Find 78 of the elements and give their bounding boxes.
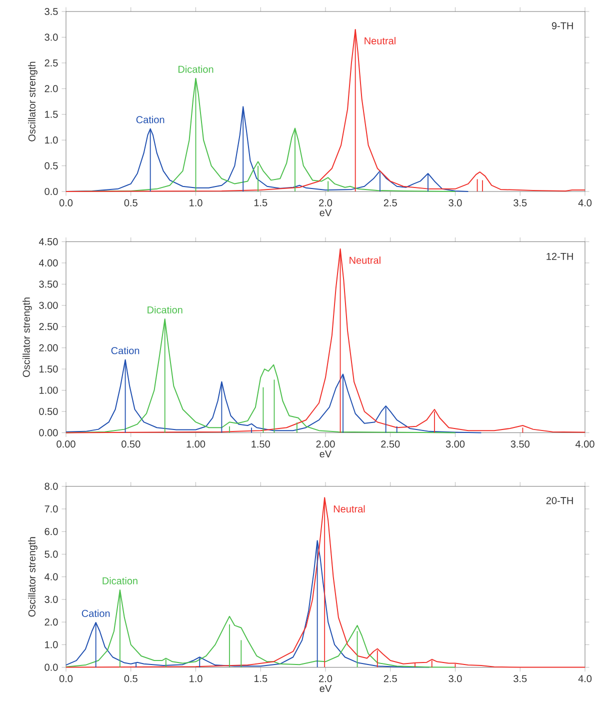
y-tick-label: 1.0 — [45, 136, 58, 144]
y-tick-label: 3.0 — [44, 34, 58, 41]
x-tick-label: 2.5 — [384, 675, 397, 682]
x-axis-title: eV — [320, 685, 332, 692]
x-tick-label: 1.50 — [252, 440, 270, 448]
y-tick-label: 8.0 — [44, 482, 58, 490]
x-tick-label: 2.00 — [316, 440, 335, 448]
series-label: Dication — [178, 65, 214, 73]
y-tick-label: 4.0 — [44, 573, 58, 580]
x-tick-label: 4.00 — [576, 440, 594, 448]
y-tick-label: 1.00 — [40, 386, 58, 394]
x-tick-label: 1.5 — [254, 199, 268, 206]
line-series — [66, 540, 430, 668]
x-tick-label: 1.00 — [186, 440, 206, 448]
line-series — [66, 359, 482, 434]
y-tick-label: 3.0 — [44, 596, 58, 603]
x-tick-label: 3.5 — [514, 199, 527, 206]
x-tick-label: 1.0 — [190, 675, 202, 682]
x-tick-label: 3.0 — [448, 199, 462, 206]
y-axis-title: Oscillator strength — [28, 537, 38, 617]
x-tick-label: 3.50 — [510, 440, 530, 448]
x-tick-label: 0.0 — [59, 199, 73, 206]
series-label: Dication — [148, 306, 182, 314]
x-tick-label: 2.0 — [319, 675, 332, 682]
x-tick-label: 2.50 — [381, 440, 400, 448]
annotation: 9-TH — [552, 22, 573, 30]
series-label: Cation — [82, 610, 110, 617]
series-label: Cation — [136, 116, 164, 124]
y-tick-label: 4.00 — [38, 259, 58, 266]
y-tick-label: 2.0 — [44, 85, 58, 92]
y-tick-label: 5.0 — [44, 550, 58, 558]
x-tick-label: 0.00 — [56, 440, 76, 448]
x-tick-label: 0.50 — [122, 440, 140, 448]
y-axis-title: Oscillator strength — [22, 298, 32, 378]
x-tick-label: 3.00 — [446, 440, 465, 448]
x-tick-label: 0.5 — [124, 675, 138, 682]
y-tick-label: 1.50 — [40, 366, 58, 373]
y-tick-label: 6.0 — [44, 528, 58, 536]
line-series — [66, 497, 586, 668]
y-tick-label: 0.0 — [44, 188, 58, 196]
x-tick-label: 3.5 — [514, 675, 527, 682]
series-label: Neutral — [334, 505, 365, 512]
series-label: Cation — [111, 346, 140, 354]
x-tick-label: 4.0 — [578, 675, 592, 682]
y-axis-title: Oscillator strength — [28, 62, 38, 142]
x-tick-label: 0.5 — [124, 199, 138, 206]
line-series — [66, 29, 586, 192]
x-axis-title: eV — [320, 450, 332, 458]
y-tick-label: 4.50 — [38, 238, 58, 246]
line-series — [66, 589, 456, 668]
y-tick-label: 2.50 — [39, 323, 58, 330]
y-tick-label: 3.5 — [44, 8, 58, 16]
x-tick-label: 1.5 — [254, 675, 268, 682]
series-label: Neutral — [350, 256, 380, 264]
annotation: 12-TH — [546, 252, 573, 260]
y-tick-label: 1.5 — [45, 110, 58, 118]
y-tick-label: 0.5 — [44, 162, 58, 170]
y-tick-label: 7.0 — [44, 505, 58, 512]
y-tick-label: 0.0 — [44, 664, 58, 671]
y-tick-label: 0.50 — [39, 408, 58, 416]
x-tick-label: 1.0 — [190, 199, 202, 206]
series-label: Dication — [102, 577, 138, 584]
x-tick-label: 3.0 — [448, 675, 462, 682]
y-tick-label: 2.00 — [39, 344, 58, 352]
x-tick-label: 2.5 — [384, 199, 397, 206]
series-label: Neutral — [364, 37, 396, 44]
y-tick-label: 2.0 — [44, 618, 58, 626]
y-tick-label: 3.50 — [39, 280, 58, 288]
y-tick-label: 3.00 — [39, 302, 58, 309]
x-axis-title: eV — [320, 209, 332, 216]
annotation: 20-TH — [546, 497, 573, 504]
x-tick-label: 4.0 — [578, 199, 592, 206]
line-series — [66, 248, 586, 434]
x-tick-label: 2.0 — [319, 199, 332, 206]
y-tick-label: 2.5 — [44, 59, 58, 66]
y-tick-label: 0.00 — [39, 429, 58, 436]
x-tick-label: 0.0 — [59, 675, 73, 682]
y-tick-label: 1.0 — [45, 641, 58, 648]
